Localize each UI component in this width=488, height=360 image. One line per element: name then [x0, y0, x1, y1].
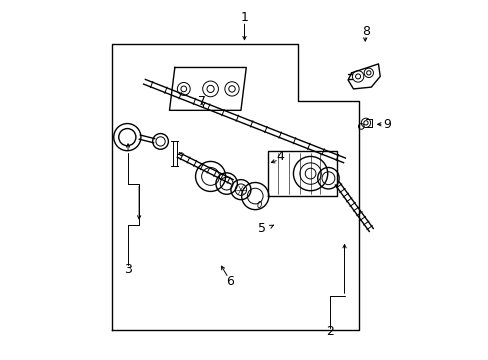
Text: 6: 6 [226, 275, 234, 288]
Text: 0: 0 [256, 201, 262, 210]
Text: 2: 2 [325, 325, 333, 338]
Text: 1: 1 [240, 11, 248, 24]
Text: 4: 4 [276, 150, 284, 163]
Text: 7: 7 [197, 95, 205, 108]
Text: 9: 9 [383, 118, 390, 131]
Text: 3: 3 [124, 263, 132, 276]
Text: 8: 8 [361, 25, 369, 38]
Text: 5: 5 [258, 222, 266, 235]
